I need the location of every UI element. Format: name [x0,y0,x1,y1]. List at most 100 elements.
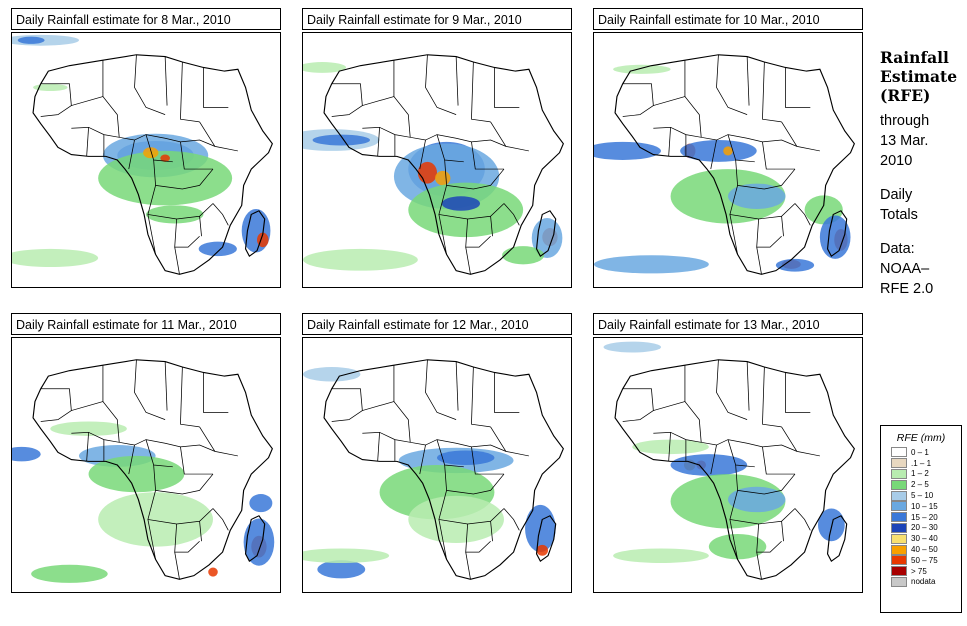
country-border [622,388,654,422]
rainfall-area [31,564,108,583]
panel-title: Daily Rainfall estimate for 12 Mar., 201… [302,313,572,335]
legend-swatch [891,479,907,490]
country-border [465,552,471,580]
legend-label: 0 – 1 [911,447,929,457]
legend-item: 0 – 1 [881,447,961,458]
country-border [762,367,782,428]
legend-swatch [891,576,907,587]
country-border [455,361,459,411]
country-border [465,247,471,275]
country-border [438,214,447,255]
country-border [71,96,120,138]
country-border [180,141,213,170]
legend-item: 50 – 75 [881,555,961,566]
country-border [203,67,229,108]
country-border [174,247,180,275]
africa-coastline [614,359,855,580]
madagascar-outline [535,515,557,562]
africa-coastline [323,359,564,580]
rainfall-area [437,450,495,465]
rainfall-area [594,255,709,274]
rainfall-map [593,32,863,288]
country-border [781,216,784,237]
rainfall-map [302,337,572,593]
country-border [729,519,738,560]
madagascar-outline [244,515,266,562]
country-border [756,247,762,275]
legend-swatch [891,468,907,479]
rainfall-map [11,337,281,593]
legend-label: .1 – 1 [911,458,932,468]
country-border [756,552,762,580]
legend-swatch [891,555,907,566]
rainfall-area [303,548,390,563]
legend-label: 2 – 5 [911,480,929,490]
country-border [785,372,811,413]
rainfall-area [728,486,786,513]
country-border [40,388,72,422]
country-border [710,444,717,475]
country-border [503,508,520,531]
rainfall-map [302,32,572,288]
rainfall-area [775,258,815,272]
country-border [362,431,507,452]
madagascar-outline [535,210,557,257]
madagascar-outline [826,210,848,257]
country-border [331,388,363,422]
country-border [444,159,505,190]
country-border [71,401,120,443]
end-date-line2: 2010 [880,153,913,169]
country-border [180,446,213,475]
country-border [199,521,202,542]
rainfall-area [198,241,237,257]
legend-label: 10 – 15 [911,501,938,511]
country-border [419,444,426,475]
panel-title: Daily Rainfall estimate for 10 Mar., 201… [593,8,863,30]
africa-coastline [614,54,855,275]
country-border [794,203,811,226]
country-border [180,62,200,123]
country-border [164,56,168,106]
rainfall-area [317,560,366,579]
end-date-line1: 13 Mar. [880,133,929,149]
legend-swatch [891,522,907,533]
totals-line2: Totals [880,207,918,223]
rainfall-area [88,455,185,493]
rainfall-area [312,134,370,146]
country-border [490,521,493,542]
source-line3: RFE 2.0 [880,281,934,297]
legend-title: RFE (mm) [896,432,946,444]
rainfall-area [303,248,418,271]
africa-coastline [323,54,564,275]
country-border [199,426,238,457]
country-border [86,432,89,462]
rainfall-area [680,140,757,162]
map-panel-8-mar: Daily Rainfall estimate for 8 Mar., 2010 [11,8,281,288]
legend-item: 1 – 2 [881,468,961,480]
country-border [494,67,520,108]
country-border [377,127,380,157]
country-border [455,56,459,106]
map-panel-9-mar: Daily Rainfall estimate for 9 Mar., 2010 [302,8,572,288]
map-panel-12-mar: Daily Rainfall estimate for 12 Mar., 201… [302,313,572,593]
source-line1: Data: [880,241,915,257]
country-border [762,446,795,475]
country-border [716,54,748,115]
country-border [153,464,214,495]
legend-swatch [891,512,907,523]
country-border [86,127,89,157]
legend-label: 5 – 10 [911,491,934,501]
legend-label: 1 – 2 [911,469,929,479]
country-border [134,54,166,115]
legend-swatch [891,458,907,469]
rainfall-area [708,533,767,560]
rainfall-area [208,567,218,577]
country-border [134,359,166,420]
country-border [164,361,168,411]
country-border [471,367,491,428]
country-border [735,159,796,190]
country-border [174,523,200,553]
country-border [436,134,464,163]
country-border [174,552,180,580]
